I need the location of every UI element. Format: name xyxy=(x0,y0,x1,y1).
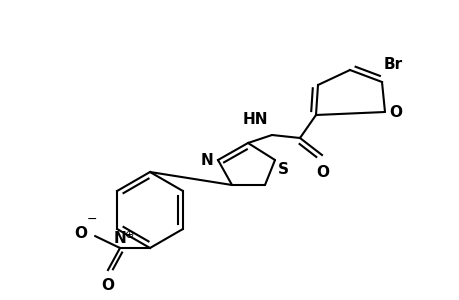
Text: O: O xyxy=(74,226,87,242)
Text: S: S xyxy=(277,162,288,177)
Text: N: N xyxy=(200,152,213,167)
Text: O: O xyxy=(316,165,329,180)
Text: ⊕: ⊕ xyxy=(125,230,134,240)
Text: Br: Br xyxy=(383,57,402,72)
Text: N: N xyxy=(113,231,126,246)
Text: O: O xyxy=(101,278,114,293)
Text: O: O xyxy=(388,104,401,119)
Text: HN: HN xyxy=(242,112,268,127)
Text: −: − xyxy=(87,213,97,226)
